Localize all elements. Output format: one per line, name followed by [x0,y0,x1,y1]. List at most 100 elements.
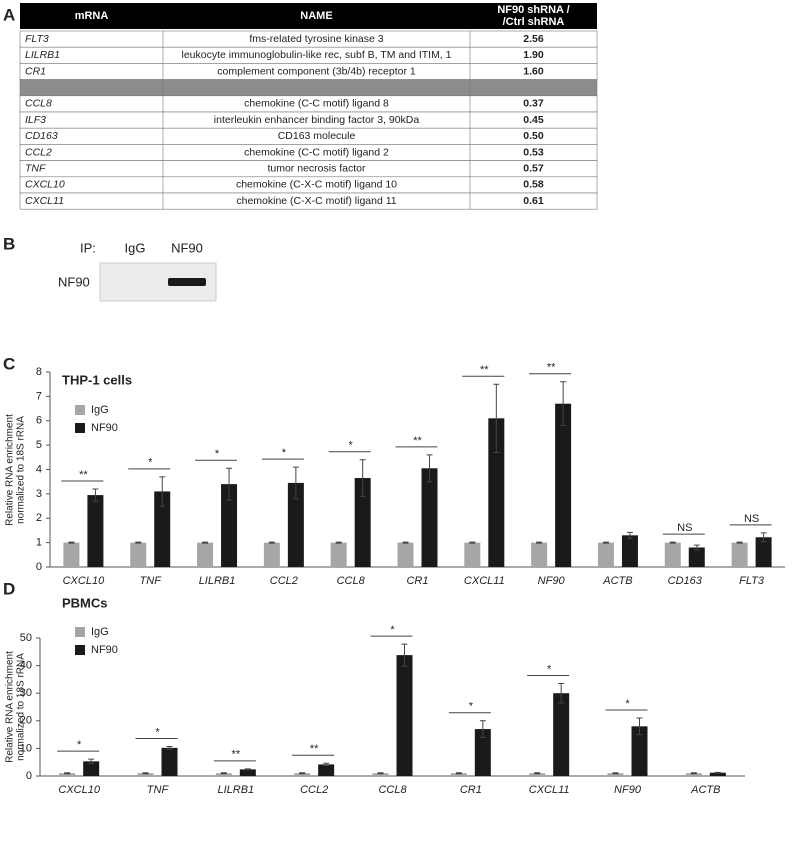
x-tick-label: LILRB1 [199,575,236,587]
bar [664,542,681,567]
error-bar [268,541,275,544]
x-tick-label: FLT3 [739,575,765,587]
error-bar [166,745,173,750]
panel-label: C [3,354,15,373]
bar [161,747,178,776]
table-cell: 0.37 [523,98,544,110]
bar [294,773,311,776]
y-tick-label: 5 [36,439,42,451]
table-cell: CD163 [25,130,58,142]
significance-label: * [155,726,160,738]
error-bar [68,541,75,544]
error-bar [479,720,486,738]
table-cell: 0.58 [523,179,544,191]
bar [83,761,100,776]
significance-label: * [148,457,153,469]
x-tick-label: CXCL11 [529,784,570,796]
legend-label: NF90 [91,422,118,434]
table-cell: FLT3 [25,33,49,45]
error-bar [159,476,166,507]
legend-swatch [75,405,85,415]
table-cell: CCL8 [25,98,52,110]
y-tick-label: 6 [36,415,42,427]
y-axis-label: Relative RNA enrichment [5,651,16,763]
significance-label: NS [744,513,759,525]
band-label: NF90 [58,274,90,289]
table-cell: 0.53 [523,146,544,158]
significance-label: * [625,698,630,710]
bar [597,542,614,567]
bar [731,542,748,567]
bar [555,403,572,567]
bar [130,542,147,567]
error-bar [359,459,366,497]
bar [137,773,154,776]
error-bar [135,541,142,544]
bar [631,726,648,776]
error-bar [142,772,149,775]
error-bar [669,541,676,544]
error-bar [202,541,209,544]
error-bar [426,454,433,483]
blot: IP: IgG NF90 NF90 [58,240,217,302]
significance-label: ** [232,749,241,761]
bar [474,729,491,776]
table-header-bg [20,3,597,29]
table-cell: interleukin enhancer binding factor 3, 9… [214,114,420,126]
table-header: /Ctrl shRNA [503,16,565,28]
legend-label: IgG [91,404,109,416]
bar [607,773,624,776]
table-cell: 1.90 [523,49,544,61]
significance-label: ** [547,362,556,374]
significance-label: * [349,440,354,452]
error-bar [560,381,567,427]
error-bar [693,544,700,551]
y-tick-label: 30 [20,687,32,699]
x-tick-label: CXCL10 [63,575,105,587]
legend-swatch [75,627,85,637]
bar [450,773,467,776]
bar [685,773,702,776]
bar [529,773,546,776]
error-bar [335,541,342,544]
table-cell: chemokine (C-X-C motif) ligand 10 [236,179,397,191]
bar [621,535,638,567]
bar [709,772,726,776]
y-tick-label: 40 [20,660,32,672]
x-tick-label: CR1 [406,575,428,587]
bar [372,773,389,776]
error-bar [534,772,541,775]
panel-label: A [3,5,15,24]
bar [154,491,171,567]
significance-label: ** [79,469,88,481]
significance-label: * [547,663,552,675]
error-bar [558,683,565,704]
y-tick-label: 3 [36,488,42,500]
panel-label: B [3,234,15,253]
error-bar [323,762,330,767]
bar [553,693,570,776]
bar [488,418,505,567]
lane-label: IgG [125,240,146,255]
significance-label: NS [677,522,692,534]
error-bar [626,531,633,539]
bar [197,542,214,567]
y-tick-label: 20 [20,715,32,727]
table-header: NAME [300,10,332,22]
bar [464,542,481,567]
error-bar [612,772,619,775]
y-tick-label: 2 [36,512,42,524]
table-cell: CR1 [25,65,46,77]
error-bar [636,717,643,736]
error-bar [292,466,299,500]
x-tick-label: CXCL10 [58,784,100,796]
table-cell: 2.56 [523,33,544,45]
significance-label: * [282,447,287,459]
y-tick-label: 7 [36,390,42,402]
significance-label: * [215,448,220,460]
table-header: mRNA [75,10,109,22]
x-tick-label: CCL8 [337,575,366,587]
table-cell: 0.50 [523,130,544,142]
